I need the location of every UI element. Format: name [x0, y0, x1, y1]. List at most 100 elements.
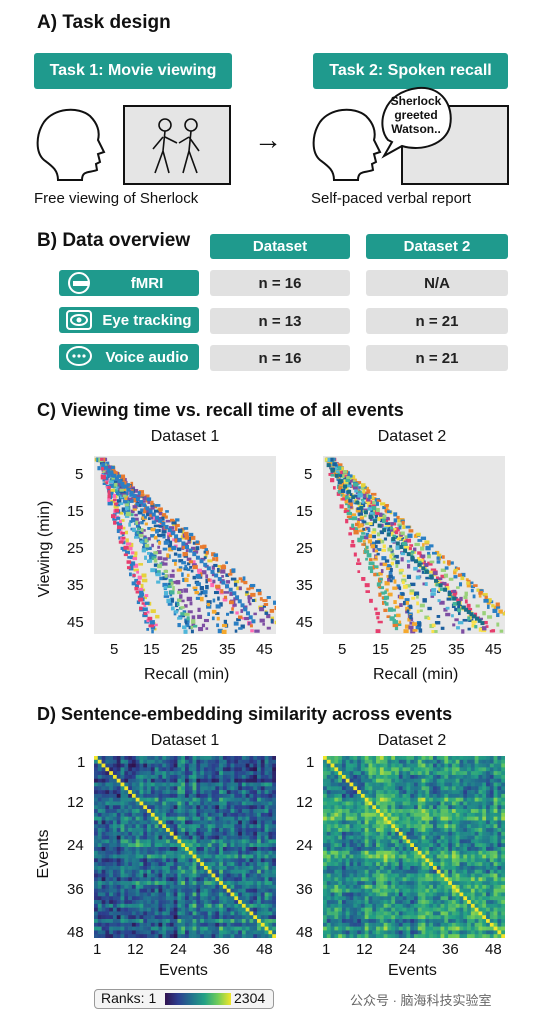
- heatmap-cell: [406, 828, 411, 833]
- heatmap-cell: [97, 756, 102, 761]
- scatter-point: [424, 569, 429, 574]
- heatmap-cell: [482, 759, 487, 764]
- heatmap-cell: [249, 926, 254, 931]
- heatmap-cell: [154, 809, 159, 814]
- heatmap-cell: [192, 911, 197, 916]
- scatter-point: [393, 600, 397, 605]
- heatmap-cell: [272, 873, 276, 878]
- heatmap-cell: [109, 835, 114, 840]
- heatmap-cell: [482, 820, 487, 825]
- scatter-point: [408, 604, 412, 609]
- bubble-line-2: greeted: [394, 108, 438, 122]
- heatmap-cell: [334, 797, 339, 802]
- heatmap-cell: [372, 778, 377, 783]
- heatmap-cell: [162, 782, 167, 787]
- scatter-point: [240, 609, 244, 613]
- heatmap-cell: [112, 778, 118, 783]
- heatmap-cell: [470, 820, 475, 825]
- heatmap-cell: [467, 801, 472, 806]
- scatter-point: [169, 518, 175, 522]
- heatmap-cell: [501, 828, 505, 833]
- heatmap-cell: [196, 809, 201, 814]
- heatmap-cell: [94, 847, 99, 852]
- scatter-point: [243, 607, 248, 612]
- heatmap-cell: [207, 805, 212, 810]
- heatmap-cell: [226, 835, 231, 840]
- scatter-point: [382, 562, 388, 567]
- heatmap-cell: [192, 793, 197, 799]
- heatmap-cell: [211, 824, 216, 829]
- heatmap-cell: [207, 756, 212, 761]
- heatmap-cell: [257, 854, 262, 859]
- heatmap-cell: [245, 805, 250, 810]
- scatter-point: [345, 518, 349, 524]
- heatmap-cell: [181, 915, 186, 920]
- heatmap-cell: [268, 816, 273, 821]
- heatmap-cell: [398, 759, 403, 764]
- heatmap-cell: [230, 907, 235, 912]
- scatter-point: [457, 611, 461, 616]
- heatmap-cell: [238, 763, 243, 768]
- scatter-point: [453, 570, 457, 575]
- heatmap-cell: [139, 763, 144, 768]
- scatter-point: [386, 532, 391, 537]
- heatmap-cell: [131, 900, 137, 905]
- heatmap-cell: [177, 767, 182, 772]
- heatmap-cell: [94, 858, 99, 863]
- heatmap-cell: [192, 839, 197, 844]
- heatmap-cell: [192, 862, 197, 867]
- heatmap-cell: [181, 797, 186, 802]
- scatter-point: [429, 570, 434, 574]
- heatmap-cell: [139, 778, 144, 783]
- heatmap-cell: [349, 778, 354, 783]
- heatmap-cell: [436, 805, 441, 810]
- heatmap-cell: [372, 763, 377, 768]
- heatmap-cell: [116, 828, 121, 833]
- heatmap-cell: [116, 820, 121, 825]
- heatmap-cell: [376, 816, 381, 821]
- heatmap-cell: [200, 801, 205, 806]
- heatmap-cell: [120, 854, 125, 859]
- scatter-point: [463, 595, 468, 600]
- heatmap-cell: [253, 759, 258, 764]
- heatmap-cell: [470, 812, 475, 817]
- heatmap-cell: [135, 835, 140, 840]
- heatmap-cell: [417, 778, 422, 783]
- heatmap-cell: [226, 877, 231, 882]
- heatmap-cell: [207, 824, 212, 829]
- scatter-point: [369, 569, 374, 574]
- heatmap-cell: [158, 839, 163, 844]
- heatmap-cell: [440, 801, 445, 806]
- scatter-point: [372, 548, 376, 553]
- heatmap-cell: [241, 930, 246, 935]
- heatmap-cell: [173, 934, 178, 938]
- scatter-point: [409, 544, 414, 547]
- heatmap-cell: [353, 771, 358, 776]
- heatmap-cell: [379, 771, 384, 776]
- heatmap-cell: [222, 763, 228, 768]
- scatter-point: [425, 576, 431, 580]
- heatmap-cell: [345, 771, 350, 776]
- heatmap-cell: [245, 824, 250, 829]
- scatter-point: [418, 628, 423, 633]
- heatmap-cell: [493, 801, 498, 806]
- heatmap-cell: [154, 915, 159, 920]
- heatmap-cell: [497, 824, 502, 829]
- scatter-point: [110, 488, 116, 493]
- heatmap-cell: [368, 763, 373, 768]
- heatmap-cell: [234, 865, 239, 871]
- heatmap-cell: [196, 835, 201, 840]
- heatmap-cell: [97, 763, 102, 768]
- heatmap-cell: [238, 809, 243, 814]
- heatmap-cell: [181, 801, 186, 806]
- heatmap-cell: [147, 835, 152, 840]
- heatmap-cell: [109, 793, 114, 799]
- heatmap-cell: [249, 778, 254, 783]
- c2-xtick: 35: [448, 641, 465, 658]
- scatter-point: [355, 508, 361, 513]
- scatter-point: [395, 545, 400, 550]
- heatmap-cell: [162, 771, 167, 776]
- scatter-point: [478, 590, 483, 595]
- heatmap-cell: [215, 790, 220, 795]
- heatmap-cell: [192, 896, 197, 901]
